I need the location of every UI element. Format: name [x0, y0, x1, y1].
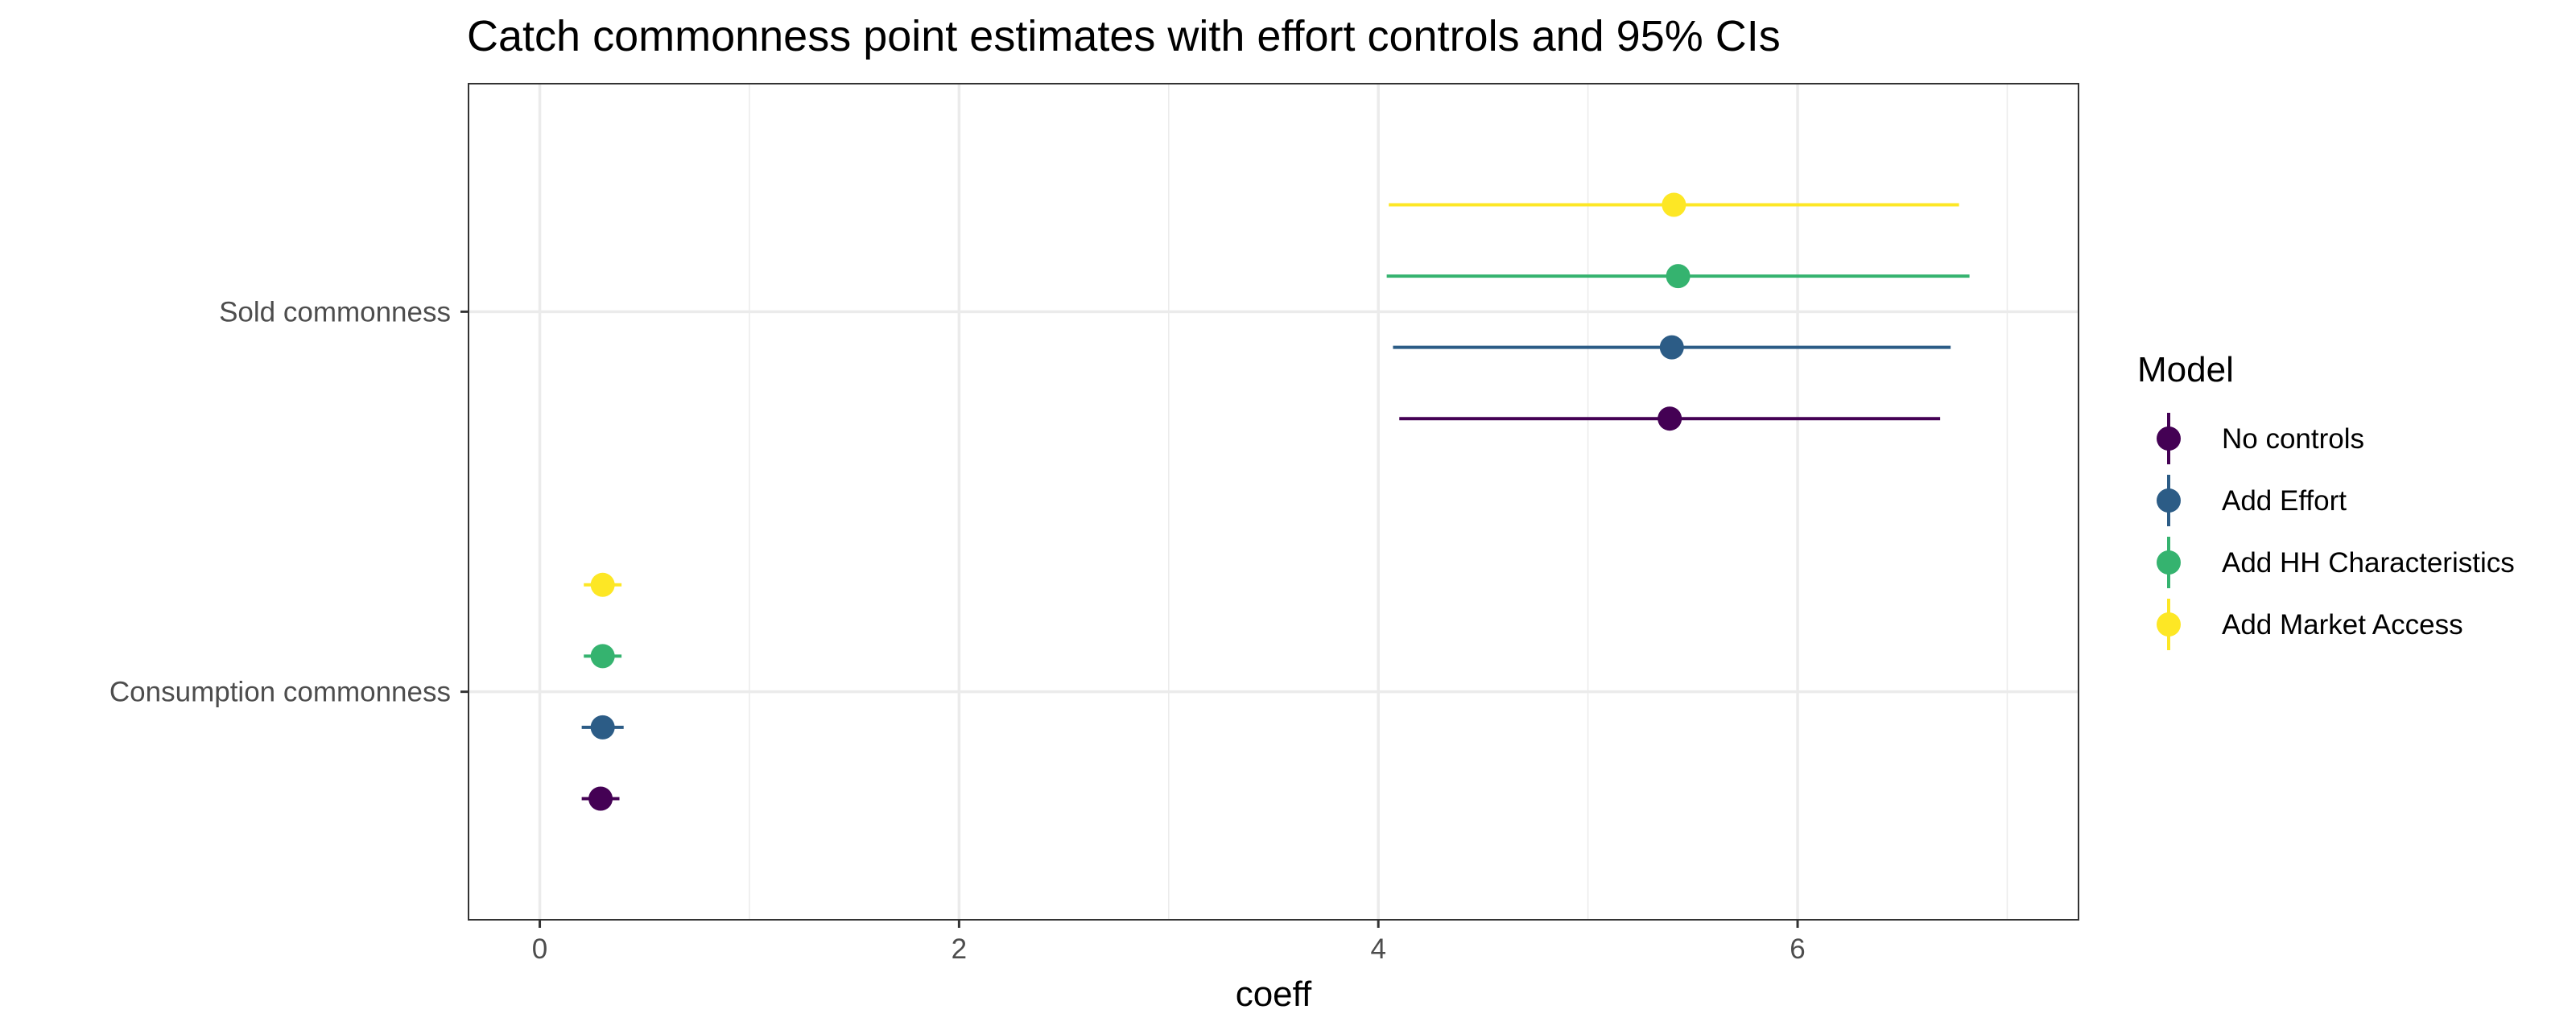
- x-tick-label: 2: [952, 933, 967, 965]
- point-estimate: [1666, 264, 1690, 289]
- point-estimate: [588, 786, 613, 811]
- point-estimate: [1662, 192, 1686, 217]
- point-estimate: [1659, 335, 1684, 360]
- legend-label: No controls: [2222, 423, 2364, 455]
- x-axis-label: coeff: [1236, 974, 1312, 1014]
- legend-key-point: [2157, 488, 2181, 513]
- legend: Model No controls Add Effort Add HH Charac…: [2137, 350, 2515, 650]
- panel-border: [468, 83, 2079, 921]
- point-estimate: [590, 644, 615, 669]
- point-estimate: [1657, 406, 1682, 431]
- grid: [469, 84, 2079, 920]
- x-tick-label: 4: [1370, 933, 1385, 965]
- point-estimate: [590, 572, 615, 597]
- data-marks: [581, 192, 1970, 811]
- y-tick-label: Consumption commonness: [109, 677, 451, 708]
- point-estimate: [590, 715, 615, 740]
- legend-label: Add Effort: [2222, 485, 2347, 517]
- x-tick-label: 0: [532, 933, 547, 965]
- x-tick-label: 6: [1790, 933, 1805, 965]
- chart-title: Catch commonness point estimates with ef…: [467, 12, 1781, 60]
- legend-key-point: [2157, 550, 2181, 575]
- legend-label: Add Market Access: [2222, 609, 2463, 641]
- y-tick-label: Sold commonness: [219, 296, 451, 328]
- legend-key-point: [2157, 426, 2181, 451]
- legend-label: Add HH Characteristics: [2222, 547, 2515, 579]
- legend-title: Model: [2137, 350, 2234, 389]
- legend-key-point: [2157, 612, 2181, 637]
- axes: 0 2 4 6 Consumption commonness Sold commonnes…: [109, 296, 1806, 965]
